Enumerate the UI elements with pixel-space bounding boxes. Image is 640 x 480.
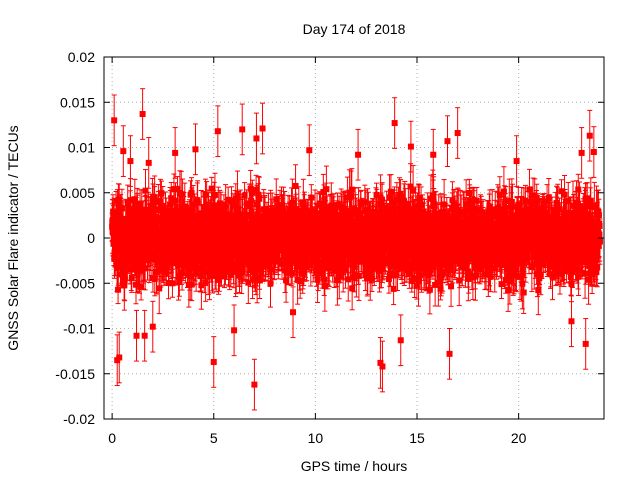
data-layer [109,88,603,411]
